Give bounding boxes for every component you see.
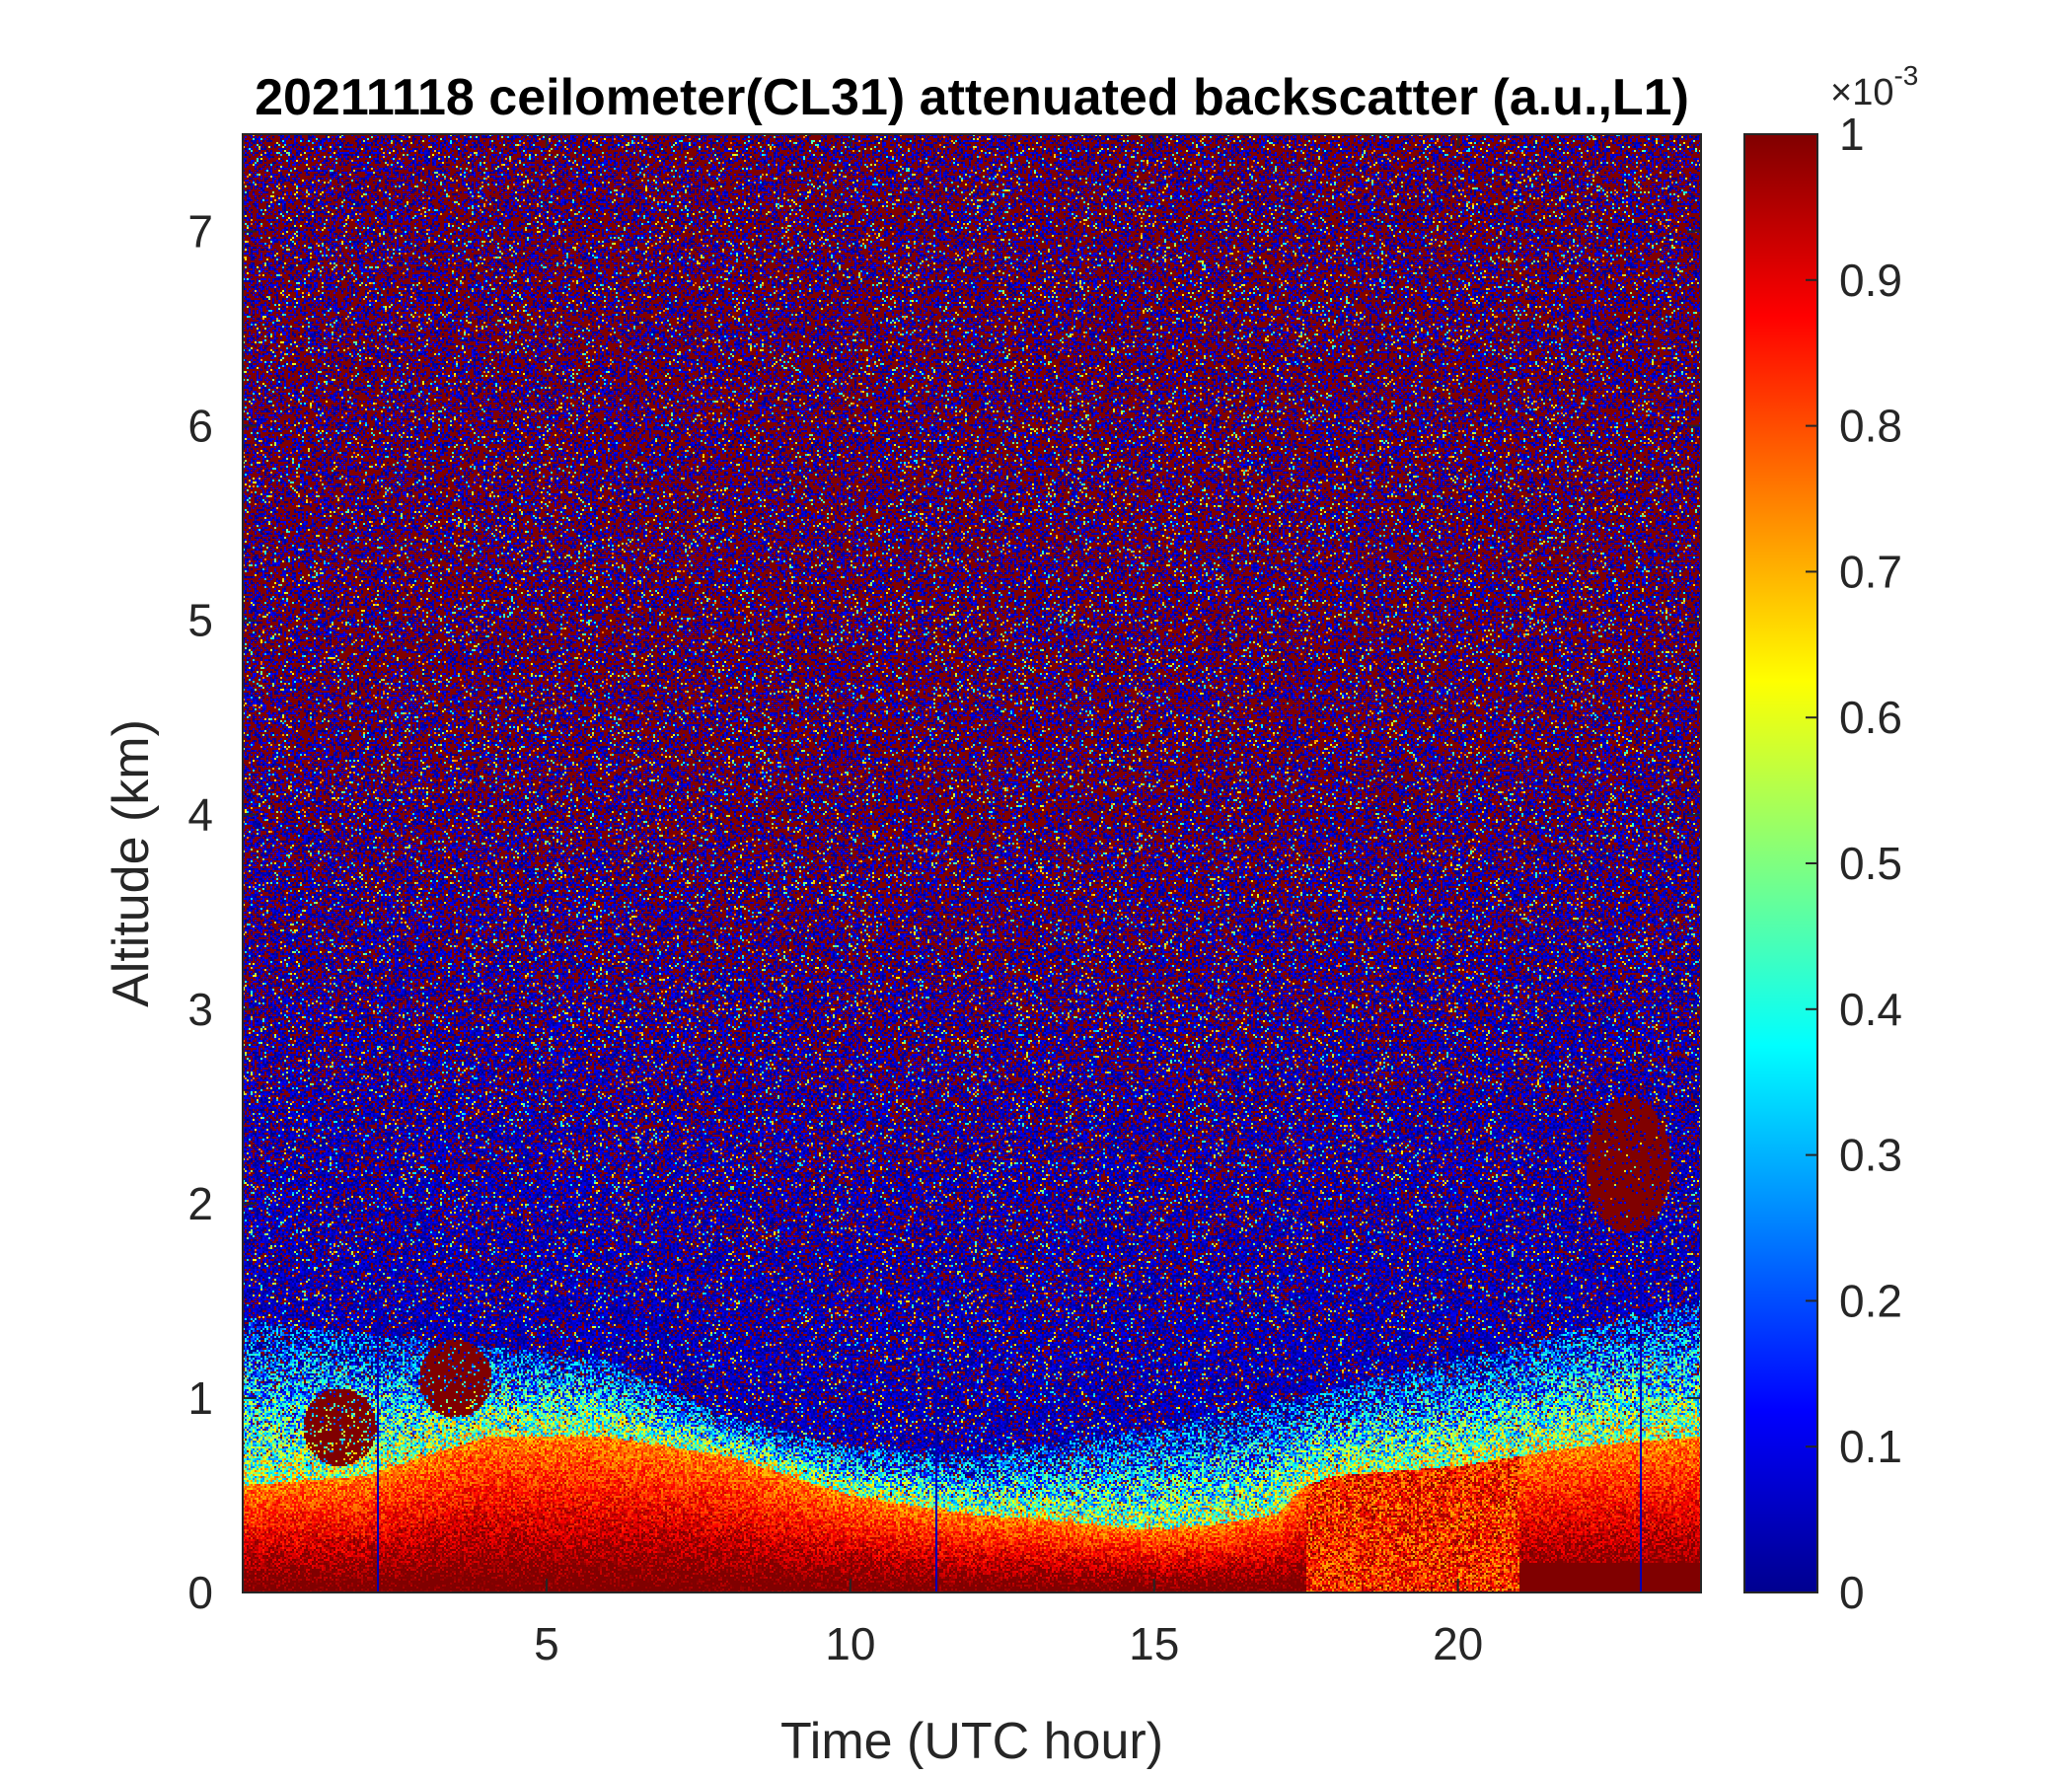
x-tick-label: 5 xyxy=(534,1618,559,1669)
x-axis-label: Time (UTC hour) xyxy=(780,1713,1163,1770)
colorbar-tick-label: 0.7 xyxy=(1839,546,1902,597)
x-tick-label: 15 xyxy=(1129,1618,1179,1669)
colorbar-tick-label: 0.6 xyxy=(1839,692,1902,743)
chart-title: 20211118 ceilometer(CL31) attenuated bac… xyxy=(255,69,1689,126)
colorbar-gradient xyxy=(1744,134,1817,1592)
colorbar-tick-label: 0.1 xyxy=(1839,1421,1902,1472)
y-tick-label: 3 xyxy=(187,984,213,1035)
colorbar-tick-label: 0.5 xyxy=(1839,838,1902,889)
backscatter-heatmap xyxy=(243,134,1701,1592)
colorbar-tick-label: 0.2 xyxy=(1839,1275,1902,1326)
y-axis-label: Altitude (km) xyxy=(103,719,160,1007)
colorbar-ticks: 0 0.1 0.2 0.3 0.4 0.5 0.6 0.7 0.8 0.9 1 xyxy=(1806,109,1902,1618)
y-tick-label: 2 xyxy=(187,1178,213,1229)
y-tick-label: 1 xyxy=(187,1372,213,1424)
colorbar-tick-label: 0.3 xyxy=(1839,1130,1902,1181)
plot-frame xyxy=(242,133,1702,1593)
colorbar-tick-label: 1 xyxy=(1839,109,1865,160)
colorbar-multiplier: ×10-3 xyxy=(1830,60,1918,113)
plot-area xyxy=(242,133,1702,1593)
x-tick-label: 10 xyxy=(825,1618,875,1669)
y-axis: 0 1 2 3 4 5 6 7 xyxy=(187,206,1701,1618)
colorbar-tick-label: 0.9 xyxy=(1839,255,1902,306)
y-tick-label: 6 xyxy=(187,401,213,452)
colorbar: 0 0.1 0.2 0.3 0.4 0.5 0.6 0.7 0.8 0.9 1 ×10-3 xyxy=(1743,60,1918,1618)
y-tick-label: 5 xyxy=(187,595,213,646)
colorbar-tick-label: 0 xyxy=(1839,1567,1865,1618)
y-tick-label: 4 xyxy=(187,789,213,841)
colorbar-multiplier-exponent: -3 xyxy=(1893,60,1918,91)
colorbar-tick-label: 0.4 xyxy=(1839,984,1902,1035)
y-tick-label: 7 xyxy=(187,206,213,258)
y-tick-label: 0 xyxy=(187,1567,213,1618)
x-tick-label: 20 xyxy=(1433,1618,1483,1669)
colorbar-tick-label: 0.8 xyxy=(1839,401,1902,452)
colorbar-multiplier-base: ×10 xyxy=(1830,72,1893,113)
x-axis: 5 10 15 20 xyxy=(534,134,1483,1669)
